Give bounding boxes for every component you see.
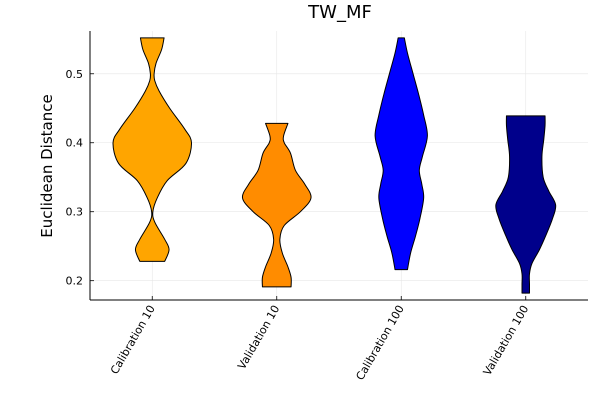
violins bbox=[112, 37, 557, 294]
y-tick-label: 0.2 bbox=[66, 275, 84, 288]
violin-calibration-100 bbox=[374, 37, 428, 271]
y-axis-label: Euclidean Distance bbox=[38, 94, 56, 237]
y-tick-label: 0.4 bbox=[66, 137, 84, 150]
violin-calibration-10 bbox=[112, 37, 192, 262]
chart-title: TW_MF bbox=[307, 2, 372, 23]
y-tick-label: 0.3 bbox=[66, 206, 84, 219]
y-tick-label: 0.5 bbox=[66, 68, 84, 81]
violin-validation-10 bbox=[241, 122, 312, 288]
violin-validation-100 bbox=[495, 115, 557, 294]
